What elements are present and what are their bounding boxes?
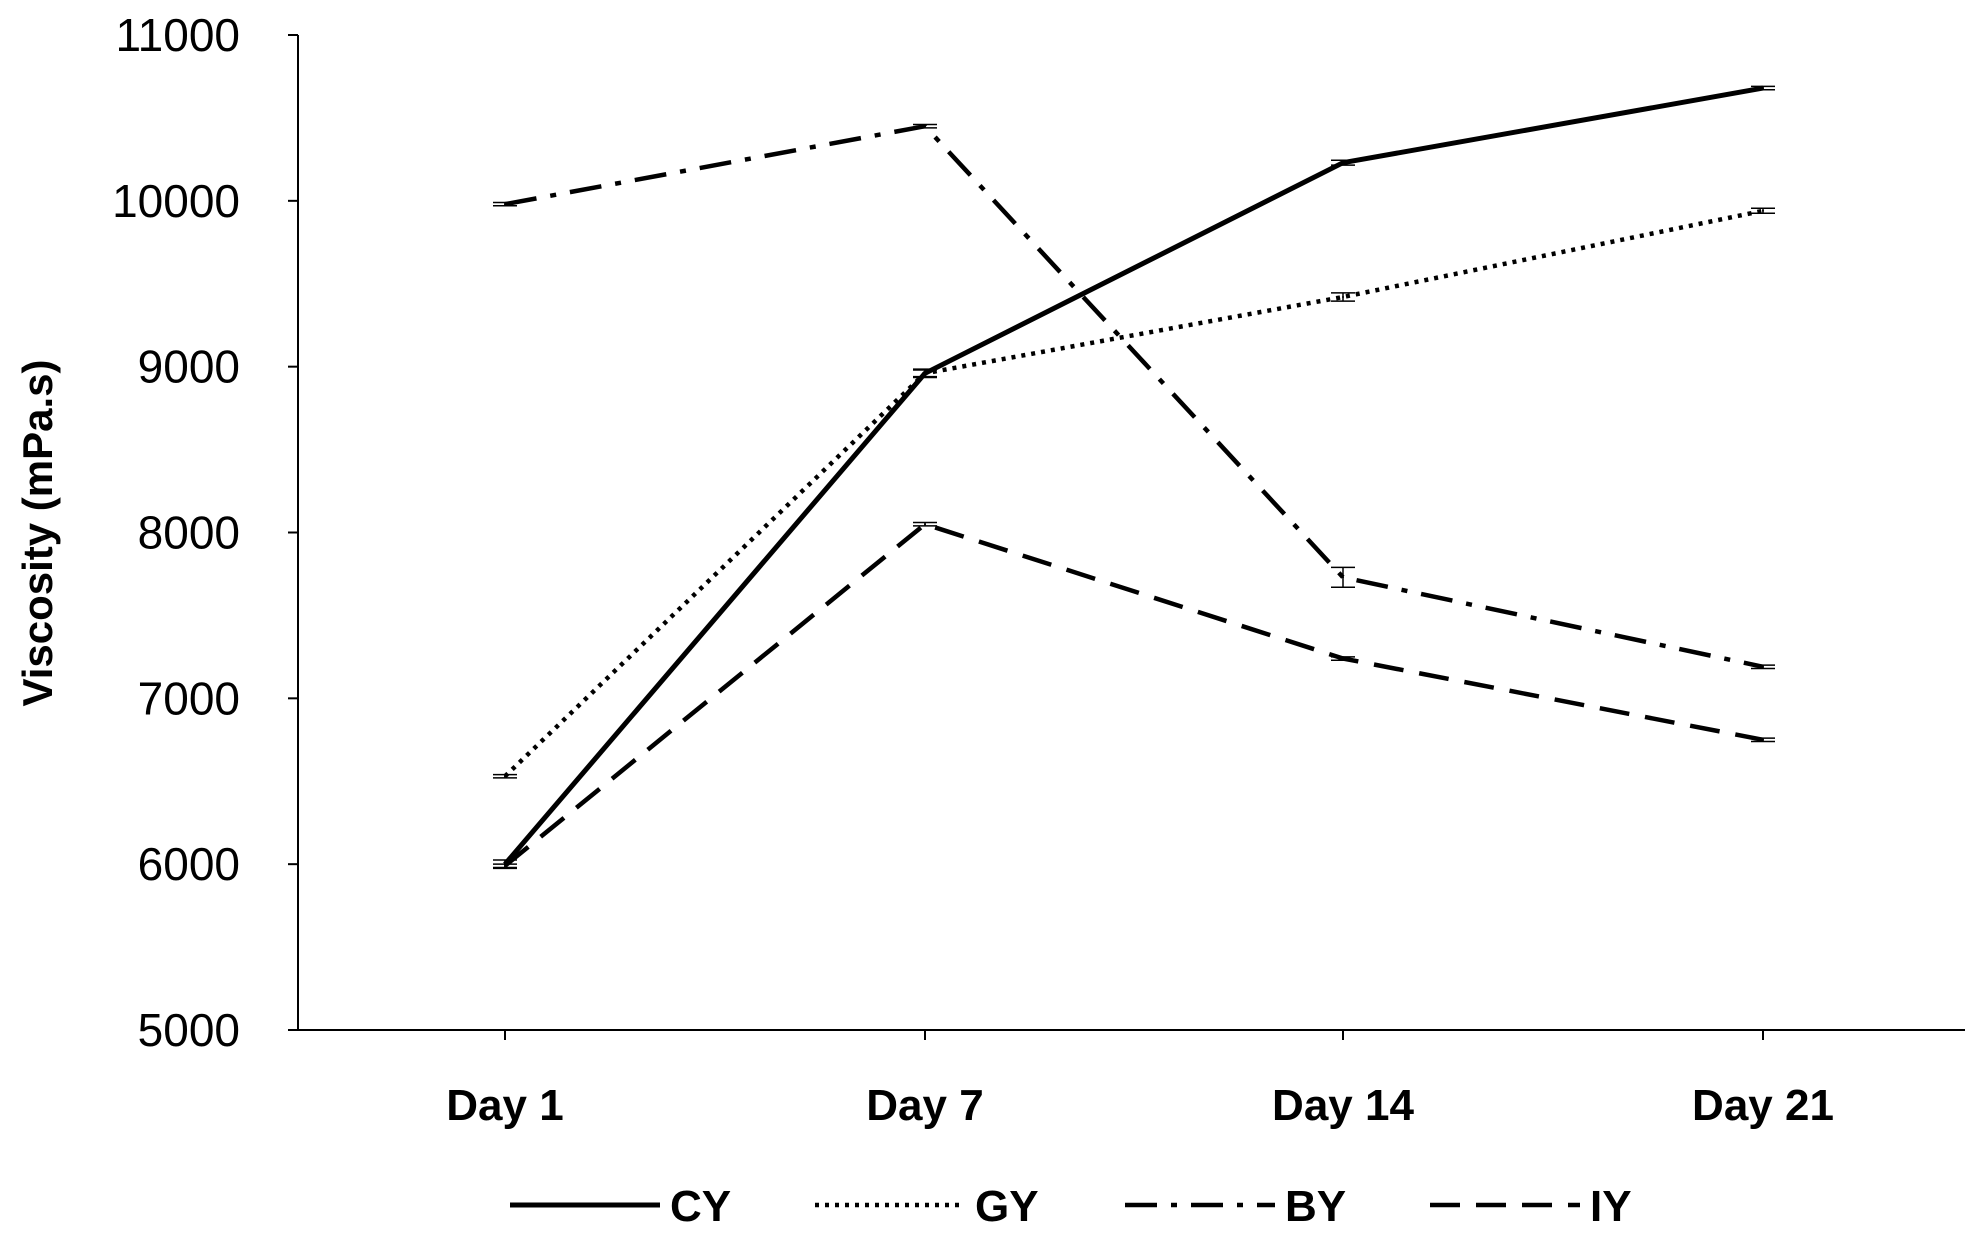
y-tick-label: 8000	[138, 507, 240, 559]
error-bar-gy	[493, 773, 517, 779]
legend-item-iy: IY	[1430, 1182, 1632, 1231]
y-axis: 5000 6000 7000 8000 9000 10000 11000	[112, 9, 299, 1056]
error-bar-gy	[1751, 207, 1775, 215]
y-tick-label: 9000	[138, 341, 240, 393]
y-tick-label: 10000	[112, 175, 240, 227]
error-bar-gy	[913, 369, 937, 378]
legend-label: IY	[1590, 1182, 1632, 1231]
y-axis-title: Viscosity (mPa.s)	[14, 359, 61, 706]
error-bar-iy	[1751, 737, 1775, 743]
error-bar-iy	[913, 521, 937, 527]
error-bar-by	[913, 123, 937, 129]
series-line-by	[504, 123, 1764, 670]
series-line-gy	[503, 208, 1764, 778]
legend-label: GY	[975, 1182, 1039, 1231]
error-bars	[493, 85, 1775, 870]
series-line-cy	[503, 85, 1764, 866]
error-bar-cy	[1331, 159, 1355, 166]
error-bar-iy	[493, 863, 517, 869]
error-bar-by	[493, 201, 517, 207]
legend-label: CY	[670, 1182, 731, 1231]
legend: CY GY BY IY	[510, 1182, 1632, 1231]
legend-item-gy: GY	[815, 1182, 1039, 1231]
legend-item-by: BY	[1125, 1182, 1346, 1231]
x-tick-label: Day 21	[1692, 1081, 1834, 1130]
error-bar-gy	[1331, 292, 1355, 302]
error-bar-by	[1751, 664, 1775, 670]
x-axis: Day 1 Day 7 Day 14 Day 21	[298, 1029, 1965, 1130]
y-tick-label: 6000	[138, 838, 240, 890]
y-tick-label: 11000	[115, 9, 240, 61]
error-bar-by	[1331, 566, 1355, 588]
x-tick-label: Day 1	[446, 1081, 563, 1130]
y-tick-label: 5000	[138, 1004, 240, 1056]
series-lines	[503, 85, 1764, 868]
error-bar-cy	[1751, 85, 1775, 91]
legend-label: BY	[1285, 1182, 1346, 1231]
legend-item-cy: CY	[510, 1182, 731, 1231]
error-bar-iy	[1331, 656, 1355, 661]
x-tick-label: Day 7	[866, 1081, 983, 1130]
x-tick-label: Day 14	[1272, 1081, 1414, 1130]
y-tick-label: 7000	[138, 672, 240, 724]
series-line-iy	[503, 521, 1764, 868]
